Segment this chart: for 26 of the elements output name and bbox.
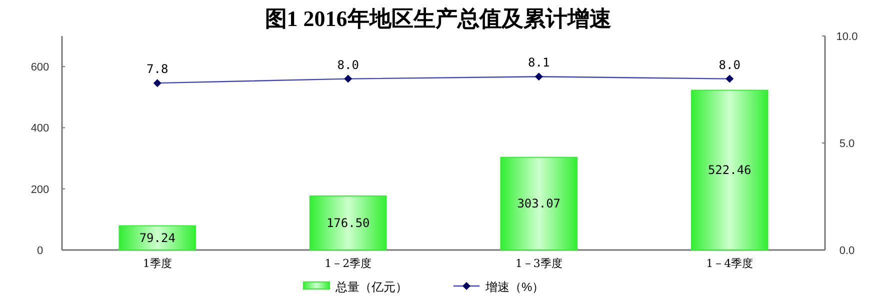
y2-tick-label: 5.0 bbox=[839, 138, 855, 150]
bar bbox=[309, 196, 387, 250]
data-label: 8.1 bbox=[528, 56, 550, 70]
data-label: 8.0 bbox=[337, 58, 359, 72]
x-tick-label: 1－4季度 bbox=[706, 257, 754, 270]
data-label: 7.8 bbox=[146, 62, 168, 76]
x-tick-label: 1－3季度 bbox=[515, 257, 562, 270]
y2-tick-label: 10.0 bbox=[836, 31, 858, 43]
data-label: 303.07 bbox=[517, 196, 561, 211]
legend-label: 增速（%） bbox=[484, 280, 544, 294]
data-label: 79.24 bbox=[139, 230, 176, 245]
legend-label: 总量（亿元） bbox=[334, 280, 408, 294]
y-tick-label: 200 bbox=[30, 184, 50, 196]
bar bbox=[690, 90, 768, 250]
y2-tick-label: 0.0 bbox=[839, 245, 855, 257]
data-label: 176.50 bbox=[326, 216, 370, 230]
x-tick-label: 1－2季度 bbox=[324, 257, 372, 270]
data-label: 8.0 bbox=[718, 58, 740, 72]
chart-title: 图1 2016年地区生产总值及累计增速 bbox=[264, 6, 612, 31]
bar bbox=[118, 225, 196, 250]
y-tick-label: 0 bbox=[36, 245, 44, 257]
y-tick-label: 400 bbox=[30, 122, 50, 135]
x-tick-label: 1季度 bbox=[142, 257, 172, 270]
bar bbox=[500, 156, 578, 250]
data-label: 522.46 bbox=[708, 163, 752, 178]
y-tick-label: 600 bbox=[30, 62, 50, 74]
